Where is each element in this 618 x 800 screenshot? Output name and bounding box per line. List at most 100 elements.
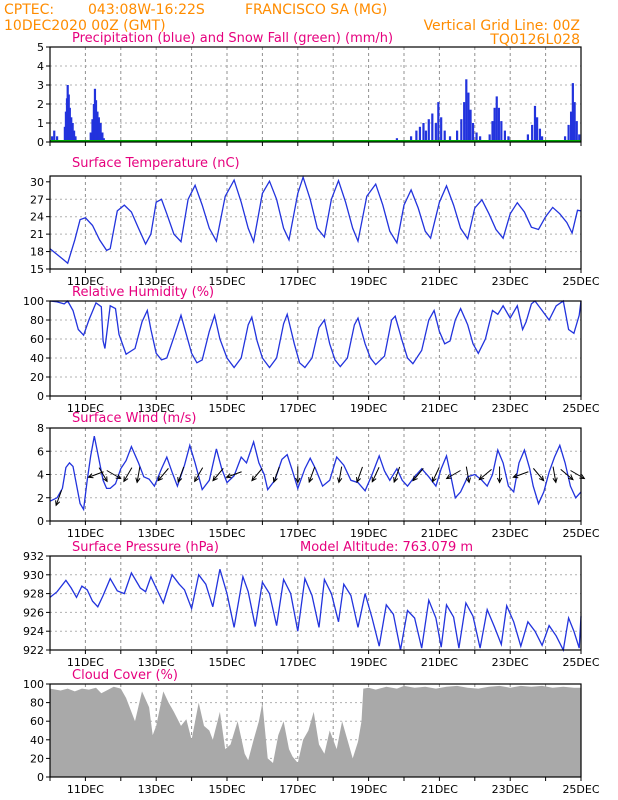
precip-bar [409, 136, 413, 142]
wind-arrow [308, 466, 316, 484]
wind-arrow [465, 466, 471, 484]
wind-arrow [55, 490, 63, 507]
x-tick-label: 23DEC [492, 783, 529, 796]
x-tick-label: 13DEC [138, 656, 175, 669]
x-tick-label: 19DEC [350, 783, 387, 796]
y-tick-label: 1 [37, 117, 44, 130]
x-tick-label: 15DEC [208, 783, 245, 796]
x-tick-label: 23DEC [492, 275, 529, 288]
x-tick-label: 17DEC [279, 783, 316, 796]
precip-bar [443, 130, 446, 142]
coords-label: 043:08W-16:22S [88, 2, 205, 18]
wind-arrow [295, 466, 301, 484]
precip-bar [493, 107, 496, 142]
y-tick-label: 0 [37, 771, 44, 784]
precip-bar [569, 111, 573, 142]
panel-title-pres: Surface Pressure (hPa) [72, 540, 219, 555]
wind-arrow [251, 468, 263, 482]
y-tick-label: 40 [30, 352, 44, 365]
panel-title-temp: Surface Temperature (nC) [72, 156, 240, 171]
x-tick-label: 15DEC [208, 402, 245, 415]
x-tick-label: 25DEC [562, 527, 599, 540]
station-label: FRANCISCO SA (MG) [245, 2, 387, 18]
wind-arrow [225, 471, 242, 479]
x-tick-label: 19DEC [350, 527, 387, 540]
panel-title-precip: Precipitation (blue) and Snow Fall (gree… [72, 31, 393, 46]
wind-arrow [98, 467, 108, 483]
x-tick-label: 21DEC [421, 656, 458, 669]
precip-bar [434, 123, 437, 142]
wind-arrow [135, 466, 141, 484]
cloud-area [50, 685, 581, 777]
y-tick-label: 0 [37, 390, 44, 403]
precip-bar [99, 123, 102, 142]
precip-bar [72, 130, 76, 142]
x-tick-label: 21DEC [421, 402, 458, 415]
precip-bar [456, 130, 459, 142]
precip-bar [488, 134, 491, 142]
precip-bar [431, 113, 434, 142]
x-tick-label: 15DEC [208, 656, 245, 669]
wind-arrow [106, 470, 122, 480]
precip-bar [97, 117, 100, 142]
x-tick-label: 25DEC [562, 656, 599, 669]
y-tick-label: 932 [23, 550, 44, 563]
temp-series-line [49, 175, 582, 265]
wind-arrow [87, 471, 104, 479]
precip-bar [460, 119, 463, 142]
precip-bar [424, 130, 428, 142]
precip-bar [467, 92, 470, 142]
x-tick-label: 25DEC [562, 275, 599, 288]
pres-series-line [49, 569, 582, 653]
y-tick-label: 0 [37, 515, 44, 528]
precip-bar [74, 136, 77, 142]
y-tick-label: 60 [30, 333, 44, 346]
run-label: 10DEC2020 00Z (GMT) [4, 18, 166, 34]
panel-frame [49, 555, 582, 651]
precip-bar [448, 136, 452, 142]
y-tick-label: 80 [30, 314, 44, 327]
precip-bar [70, 117, 73, 142]
precip-bar [571, 83, 574, 142]
wind-series-line [49, 435, 582, 512]
precip-bar [68, 107, 71, 142]
x-tick-label: 13DEC [138, 527, 175, 540]
panel-annotation-pres: Model Altitude: 763.079 m [300, 540, 473, 555]
wind-arrow [496, 466, 503, 484]
wind-arrow [194, 467, 204, 483]
precip-bar [491, 121, 494, 142]
precip-bar [427, 119, 430, 142]
wind-arrow [560, 468, 574, 481]
precip-bar [101, 132, 104, 142]
y-tick-label: 928 [23, 588, 44, 601]
precip-bar [495, 96, 498, 142]
precip-bar [91, 119, 94, 142]
precip-bar [465, 79, 468, 142]
y-tick-label: 40 [30, 734, 44, 747]
wind-arrow [478, 468, 492, 481]
x-tick-label: 11DEC [67, 402, 104, 415]
precip-bar [507, 136, 510, 142]
precip-bar [422, 123, 425, 142]
wind-arrow [177, 466, 185, 484]
code-label: TQ0126L028 [489, 32, 580, 48]
y-tick-label: 60 [30, 715, 44, 728]
panel-frame [49, 300, 582, 397]
precip-bar [578, 134, 581, 142]
precip-bar [71, 123, 74, 142]
x-tick-label: 19DEC [350, 402, 387, 415]
precip-bar [479, 136, 482, 142]
y-tick-label: 20 [30, 752, 44, 765]
wind-arrow [552, 466, 558, 484]
x-tick-label: 17DEC [279, 656, 316, 669]
rh-series-line [49, 299, 582, 369]
panel-title-rh: Relative Humidity (%) [72, 285, 214, 300]
y-tick-label: 6 [37, 445, 44, 458]
precip-bar [96, 111, 99, 142]
y-tick-label: 926 [23, 606, 44, 619]
y-tick-label: 80 [30, 697, 44, 710]
precip-bar [500, 121, 503, 142]
x-tick-label: 21DEC [421, 783, 458, 796]
x-tick-label: 23DEC [492, 402, 529, 415]
